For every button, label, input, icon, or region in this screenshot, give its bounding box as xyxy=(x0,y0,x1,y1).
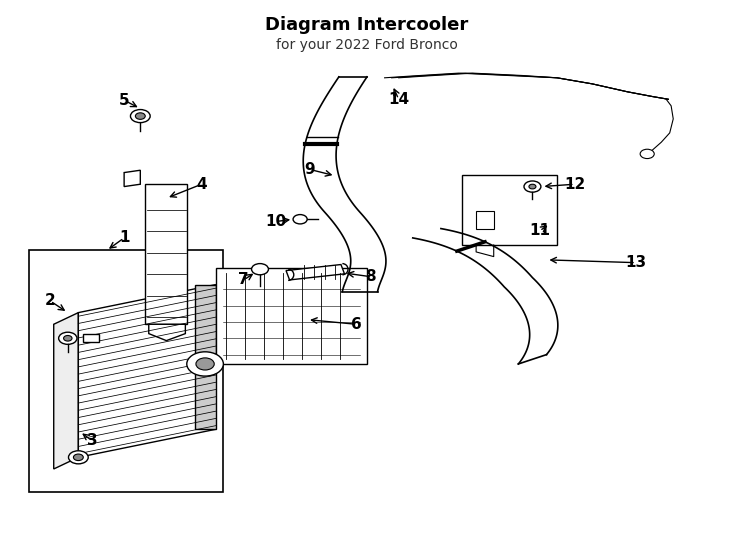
Bar xyxy=(216,268,367,364)
Circle shape xyxy=(135,113,145,119)
Bar xyxy=(29,249,222,492)
Text: 9: 9 xyxy=(304,162,315,177)
Text: 4: 4 xyxy=(196,177,207,192)
Polygon shape xyxy=(124,170,140,186)
Circle shape xyxy=(186,352,223,376)
Circle shape xyxy=(640,149,654,159)
Polygon shape xyxy=(145,184,187,325)
Text: 12: 12 xyxy=(564,177,585,192)
Bar xyxy=(476,211,494,228)
Text: 7: 7 xyxy=(239,272,249,287)
Text: 2: 2 xyxy=(45,293,56,308)
Polygon shape xyxy=(79,285,216,457)
Text: 10: 10 xyxy=(265,214,286,229)
Circle shape xyxy=(293,214,307,224)
Circle shape xyxy=(196,358,214,370)
Polygon shape xyxy=(195,285,216,429)
Polygon shape xyxy=(286,265,344,280)
Circle shape xyxy=(73,454,83,461)
Text: 8: 8 xyxy=(366,269,376,284)
Circle shape xyxy=(59,332,77,345)
Circle shape xyxy=(68,451,88,464)
Polygon shape xyxy=(54,313,79,469)
Text: for your 2022 Ford Bronco: for your 2022 Ford Bronco xyxy=(276,38,458,52)
Circle shape xyxy=(529,184,536,189)
Text: 3: 3 xyxy=(87,434,98,449)
Text: 5: 5 xyxy=(119,93,129,107)
Circle shape xyxy=(252,264,269,275)
Circle shape xyxy=(131,110,150,123)
Text: 14: 14 xyxy=(388,92,410,107)
Polygon shape xyxy=(149,325,186,341)
Circle shape xyxy=(524,181,541,192)
Bar xyxy=(83,334,99,341)
Text: 1: 1 xyxy=(119,231,129,245)
Bar xyxy=(462,175,557,245)
Text: 13: 13 xyxy=(625,255,647,270)
Circle shape xyxy=(64,335,72,341)
Text: 6: 6 xyxy=(351,317,362,332)
Text: Diagram Intercooler: Diagram Intercooler xyxy=(266,16,468,34)
Text: 11: 11 xyxy=(529,224,550,239)
